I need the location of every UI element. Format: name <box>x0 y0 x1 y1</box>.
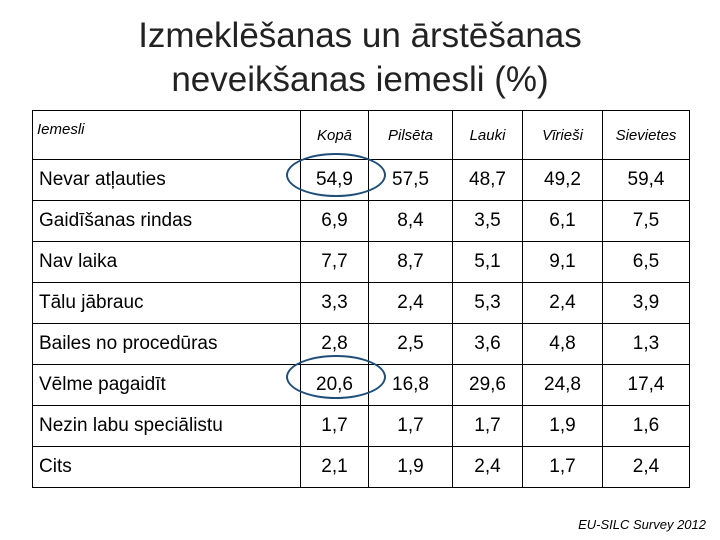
cell-men: 1,9 <box>522 405 603 447</box>
cell-rural: 5,1 <box>452 241 523 283</box>
row-label: Tālu jābrauc <box>32 282 301 324</box>
cell-men: 6,1 <box>522 200 603 242</box>
cell-women: 7,5 <box>602 200 690 242</box>
row-label: Gaidīšanas rindas <box>32 200 301 242</box>
cell-women: 59,4 <box>602 159 690 201</box>
cell-men: 1,7 <box>522 446 603 488</box>
cell-rural: 5,3 <box>452 282 523 324</box>
row-label: Nezin labu speciālistu <box>32 405 301 447</box>
header-rural: Lauki <box>452 110 523 160</box>
row-label: Bailes no procedūras <box>32 323 301 365</box>
cell-rural: 29,6 <box>452 364 523 406</box>
cell-rural: 48,7 <box>452 159 523 201</box>
page-title: Izmeklēšanas un ārstēšanas neveikšanas i… <box>0 14 720 102</box>
cell-total: 3,3 <box>300 282 369 324</box>
cell-city: 16,8 <box>368 364 453 406</box>
cell-total: 1,7 <box>300 405 369 447</box>
cell-men: 49,2 <box>522 159 603 201</box>
title-line-1: Izmeklēšanas un ārstēšanas <box>138 16 582 55</box>
cell-total: 2,1 <box>300 446 369 488</box>
source-note: EU-SILC Survey 2012 <box>578 517 706 532</box>
row-label: Nevar atļauties <box>32 159 301 201</box>
cell-total: 2,8 <box>300 323 369 365</box>
cell-rural: 3,6 <box>452 323 523 365</box>
table-row: Nav laika 7,7 8,7 5,1 9,1 6,5 <box>32 241 690 283</box>
cell-city: 57,5 <box>368 159 453 201</box>
reasons-table: Iemesli Kopā Pilsēta Lauki Vīrieši Sievi… <box>32 110 690 488</box>
table-row: Vēlme pagaidīt 20,6 16,8 29,6 24,8 17,4 <box>32 364 690 406</box>
cell-total: 6,9 <box>300 200 369 242</box>
table-row: Nezin labu speciālistu 1,7 1,7 1,7 1,9 1… <box>32 405 690 447</box>
cell-women: 3,9 <box>602 282 690 324</box>
header-reason: Iemesli <box>32 110 301 160</box>
header-men: Vīrieši <box>522 110 603 160</box>
table-row: Cits 2,1 1,9 2,4 1,7 2,4 <box>32 446 690 488</box>
table-row: Nevar atļauties 54,9 57,5 48,7 49,2 59,4 <box>32 159 690 201</box>
cell-city: 2,5 <box>368 323 453 365</box>
table-row: Tālu jābrauc 3,3 2,4 5,3 2,4 3,9 <box>32 282 690 324</box>
cell-women: 17,4 <box>602 364 690 406</box>
header-women: Sievietes <box>602 110 690 160</box>
cell-men: 2,4 <box>522 282 603 324</box>
table-header-row: Iemesli Kopā Pilsēta Lauki Vīrieši Sievi… <box>32 110 690 160</box>
cell-women: 2,4 <box>602 446 690 488</box>
cell-women: 1,3 <box>602 323 690 365</box>
row-label: Cits <box>32 446 301 488</box>
cell-city: 1,9 <box>368 446 453 488</box>
cell-rural: 2,4 <box>452 446 523 488</box>
cell-men: 9,1 <box>522 241 603 283</box>
table-row: Bailes no procedūras 2,8 2,5 3,6 4,8 1,3 <box>32 323 690 365</box>
cell-women: 6,5 <box>602 241 690 283</box>
row-label: Nav laika <box>32 241 301 283</box>
cell-women: 1,6 <box>602 405 690 447</box>
table-row: Gaidīšanas rindas 6,9 8,4 3,5 6,1 7,5 <box>32 200 690 242</box>
cell-total: 20,6 <box>300 364 369 406</box>
cell-men: 4,8 <box>522 323 603 365</box>
header-city: Pilsēta <box>368 110 453 160</box>
cell-city: 8,4 <box>368 200 453 242</box>
cell-city: 8,7 <box>368 241 453 283</box>
cell-total: 7,7 <box>300 241 369 283</box>
cell-rural: 3,5 <box>452 200 523 242</box>
row-label: Vēlme pagaidīt <box>32 364 301 406</box>
cell-city: 1,7 <box>368 405 453 447</box>
cell-men: 24,8 <box>522 364 603 406</box>
header-total: Kopā <box>300 110 369 160</box>
title-line-2: neveikšanas iemesli (%) <box>171 60 549 99</box>
cell-total: 54,9 <box>300 159 369 201</box>
cell-city: 2,4 <box>368 282 453 324</box>
cell-rural: 1,7 <box>452 405 523 447</box>
